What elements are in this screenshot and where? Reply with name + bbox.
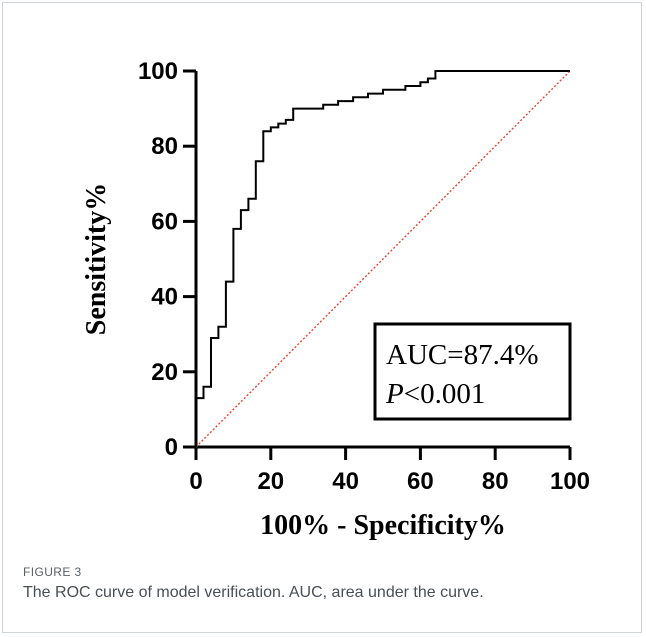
roc-curve-group (195, 70, 570, 447)
y-tick-label: 0 (165, 434, 178, 461)
reference-diagonal-line (195, 70, 571, 448)
y-tick-label: 100 (138, 58, 178, 85)
x-tick-label: 0 (189, 468, 202, 495)
roc-curve-line (195, 70, 570, 447)
y-tick-label: 80 (151, 133, 178, 160)
y-axis-title: Sensitivity% (81, 183, 112, 335)
y-tick-label: 20 (151, 359, 178, 386)
roc-chart: 0 20 40 60 80 100 0 20 40 60 80 100 Sensitivity% 10… (81, 58, 590, 541)
x-tick-label: 40 (332, 468, 359, 495)
y-tick-label: 60 (151, 208, 178, 235)
p-symbol: P (385, 378, 404, 410)
reference-line-group (195, 70, 571, 448)
figure-caption: The ROC curve of model verification. AUC… (23, 584, 484, 601)
x-axis-title: 100% - Specificity% (260, 510, 506, 541)
axis-ticks: 0 20 40 60 80 100 0 20 40 60 80 100 (138, 58, 590, 495)
y-tick-label: 40 (151, 284, 178, 311)
p-value-label: P<0.001 (385, 378, 485, 410)
auc-annotation-box (373, 322, 572, 421)
x-tick-label: 60 (407, 468, 434, 495)
caption-block: FIGURE 3 The ROC curve of model verifica… (23, 565, 623, 602)
p-value: <0.001 (404, 378, 486, 410)
auc-label: AUC=87.4% (386, 339, 539, 371)
figure-label: FIGURE 3 (23, 565, 82, 579)
x-tick-label: 80 (482, 468, 509, 495)
x-tick-label: 20 (257, 468, 284, 495)
x-tick-label: 100 (550, 468, 590, 495)
